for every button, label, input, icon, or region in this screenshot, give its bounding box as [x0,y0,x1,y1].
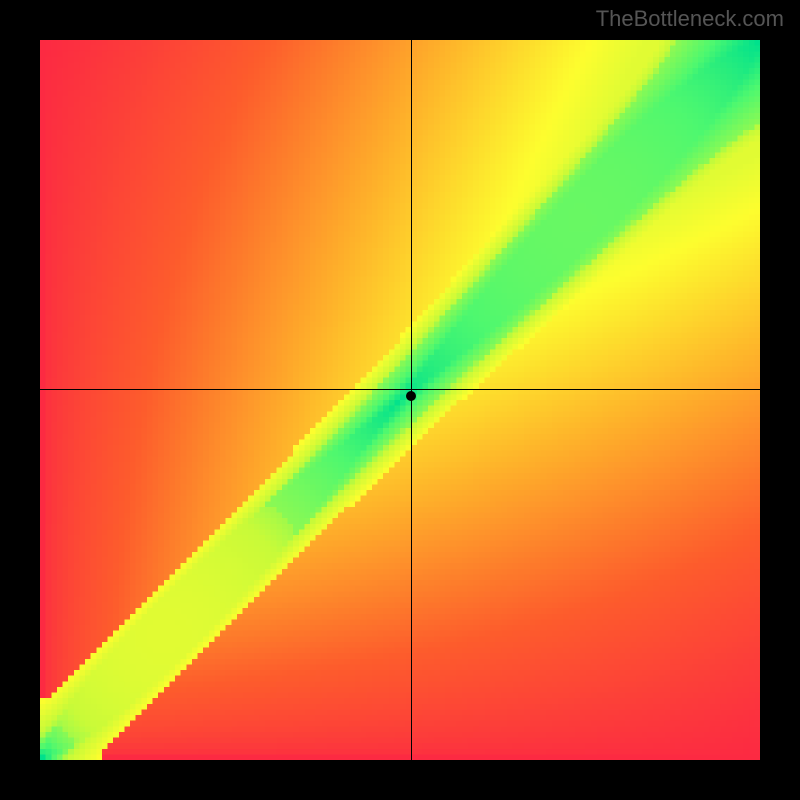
marker-point [406,391,416,401]
watermark-text: TheBottleneck.com [596,6,784,32]
crosshair-horizontal [40,389,760,390]
heatmap-canvas [40,40,760,760]
bottleneck-heatmap [40,40,760,760]
